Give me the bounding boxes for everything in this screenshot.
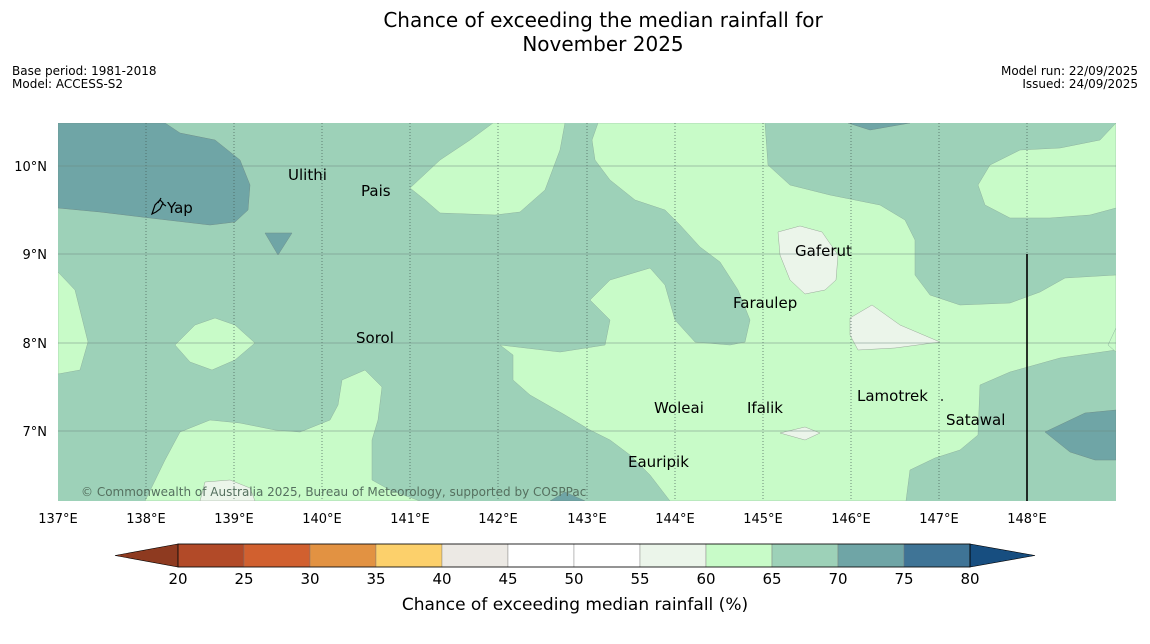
colorbar-tick: 20 (168, 570, 187, 588)
island-dot (941, 399, 943, 401)
band-55-60-southwest (199, 479, 256, 501)
colorbar-tick: 40 (432, 570, 451, 588)
lon-tick: 144°E (655, 512, 695, 527)
band-55-60-gaferut (777, 225, 839, 295)
map-area: Ulithi Yap Pais Gaferut Faraulep Sorol L… (58, 123, 1116, 501)
colorbar-tick: 60 (696, 570, 715, 588)
model-text: Model: ACCESS-S2 (12, 77, 124, 91)
colorbar-ticks: 20 25 30 35 40 45 50 55 60 65 70 75 80 (168, 570, 979, 588)
place-label: Pais (361, 182, 391, 200)
band-70-75-northwest (58, 123, 251, 226)
longitude-ticks: 137°E 138°E 139°E 140°E 141°E 142°E 143°… (38, 512, 1047, 527)
band-70-75-south (549, 491, 586, 501)
lat-tick: 7°N (23, 425, 48, 440)
band-60-65-north-central (409, 123, 566, 216)
base-info: Base period: 1981-2018 Model: ACCESS-S2 (12, 65, 157, 91)
colorbar-tick: 30 (300, 570, 319, 588)
colorbar-low-extend (114, 543, 179, 568)
run-info: Model run: 22/09/2025 Issued: 24/09/2025 (1001, 65, 1138, 91)
colorbar-segment (375, 543, 443, 568)
colorbar (114, 543, 1036, 568)
colorbar-segment (771, 543, 839, 568)
place-label: Faraulep (733, 294, 797, 312)
place-label: Eauripik (628, 453, 689, 471)
place-label: Satawal (946, 411, 1005, 429)
band-60-65-east (499, 123, 1116, 501)
band-60-65-west-edge (58, 271, 89, 375)
yap-island (150, 197, 167, 216)
band-70-75-north-east (847, 123, 911, 131)
title-line-1: Chance of exceeding the median rainfall … (383, 8, 823, 32)
lon-tick: 142°E (478, 512, 518, 527)
band-60-65-south-west (144, 369, 421, 501)
colorbar-segment (309, 543, 377, 568)
lon-tick: 143°E (567, 512, 607, 527)
lat-tick: 10°N (14, 160, 47, 175)
place-label: Yap (166, 199, 193, 217)
place-label: Ulithi (288, 166, 327, 184)
band-55-60-lamotrek (849, 304, 941, 351)
lon-tick: 147°E (919, 512, 959, 527)
colorbar-tick: 75 (894, 570, 913, 588)
map-title: Chance of exceeding the median rainfall … (0, 8, 1150, 56)
place-label: Ifalik (747, 399, 783, 417)
colorbar-high-extend (969, 543, 1036, 568)
colorbar-segment (705, 543, 773, 568)
latitude-lines (58, 165, 1116, 432)
lon-tick: 145°E (743, 512, 783, 527)
base-period-text: Base period: 1981-2018 (12, 64, 157, 78)
colorbar-segment (837, 543, 905, 568)
colorbar-segment (177, 543, 245, 568)
title-line-2: November 2025 (522, 32, 684, 56)
lon-tick: 141°E (390, 512, 430, 527)
model-run-text: Model run: 22/09/2025 (1000, 64, 1138, 78)
colorbar-segment (441, 543, 509, 568)
lon-tick: 137°E (38, 512, 78, 527)
band-70-75-small-west (264, 232, 293, 256)
colorbar-segment (507, 543, 575, 568)
colorbar-tick: 80 (960, 570, 979, 588)
colorbar-title: Chance of exceeding median rainfall (%) (402, 595, 748, 615)
band-60-65-northeast (977, 123, 1116, 219)
band-60-65-east-edge (1107, 327, 1116, 353)
colorbar-tick: 55 (630, 570, 649, 588)
colorbar-segment (573, 543, 641, 568)
colorbar-segment (243, 543, 311, 568)
copyright-text: © Commonwealth of Australia 2025, Bureau… (81, 485, 586, 499)
lon-tick: 138°E (126, 512, 166, 527)
colorbar-tick: 25 (234, 570, 253, 588)
lon-tick: 148°E (1007, 512, 1047, 527)
band-55-60-ifalik (779, 426, 821, 441)
colorbar-segment (903, 543, 971, 568)
lon-tick: 139°E (214, 512, 254, 527)
colorbar-tick: 65 (762, 570, 781, 588)
lat-tick: 8°N (23, 337, 48, 352)
lon-tick: 140°E (302, 512, 342, 527)
colorbar-segment (639, 543, 707, 568)
lat-tick: 9°N (23, 248, 48, 263)
place-labels: Ulithi Yap Pais Gaferut Faraulep Sorol L… (166, 166, 1005, 471)
colorbar-tick: 70 (828, 570, 847, 588)
place-label: Sorol (356, 329, 394, 347)
place-label: Woleai (654, 399, 704, 417)
place-label: Gaferut (795, 242, 852, 260)
colorbar-tick: 45 (498, 570, 517, 588)
band-70-75-southeast (1044, 409, 1116, 461)
colorbar-frame (177, 543, 971, 568)
colorbar-tick: 50 (564, 570, 583, 588)
issued-text: Issued: 24/09/2025 (1022, 77, 1138, 91)
place-label: Lamotrek (857, 387, 928, 405)
colorbar-tick: 35 (366, 570, 385, 588)
latitude-ticks: 10°N 9°N 8°N 7°N (14, 160, 47, 440)
lon-tick: 146°E (831, 512, 871, 527)
